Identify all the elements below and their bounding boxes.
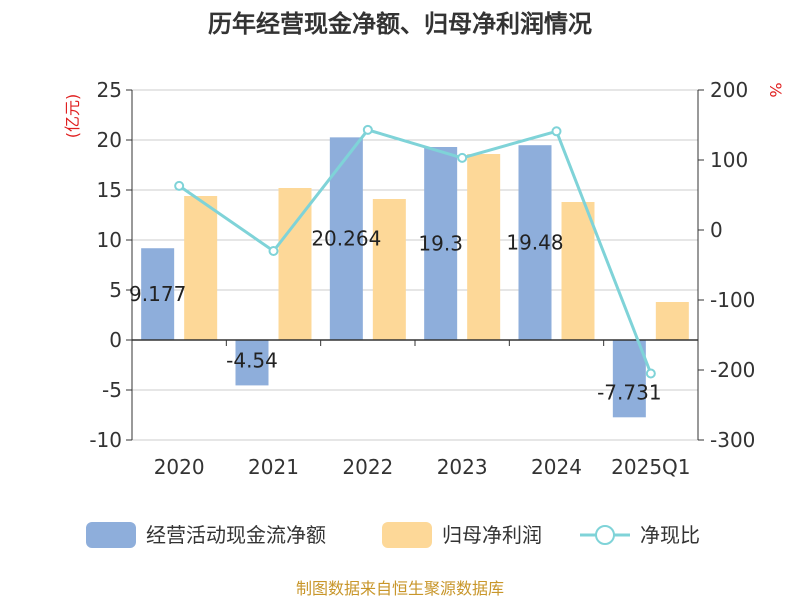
legend: 经营活动现金流净额 归母净利润 净现比 [86, 522, 700, 548]
cash-flow-value-label: -7.731 [597, 380, 661, 404]
right-axis-unit: % [766, 82, 785, 97]
left-tick-label: 15 [97, 178, 122, 202]
net-profit-bar [467, 154, 501, 340]
ratio-point [174, 180, 185, 191]
net-profit-bar [278, 188, 312, 340]
cash-flow-value-label: 9.177 [129, 282, 186, 306]
axis-layer: -10 -5 0 5 10 15 20 25 -300 -200 -100 0 100 200 2020 20… [89, 78, 755, 479]
cash-flow-value-label: 19.48 [506, 231, 563, 255]
category-label: 2023 [437, 455, 488, 479]
category-label: 2020 [154, 455, 205, 479]
legend-label: 归母净利润 [442, 523, 542, 547]
category-label: 2022 [342, 455, 393, 479]
left-tick-label: 5 [109, 278, 122, 302]
left-tick-label: 20 [97, 128, 122, 152]
left-axis-unit: (亿元) [63, 94, 82, 139]
net-profit-bar [372, 199, 406, 340]
ratio-point [268, 246, 279, 256]
net-profit-legend-swatch [382, 522, 432, 548]
net-profit-bar [184, 196, 218, 340]
bar-layer [141, 137, 689, 418]
ratio-line-layer [174, 124, 656, 379]
legend-label: 净现比 [640, 523, 700, 547]
chart-title: 历年经营现金净额、归母净利润情况 [208, 10, 592, 38]
right-tick-label: -200 [710, 358, 755, 382]
left-tick-label: -5 [102, 378, 122, 402]
cash-flow-value-label: 20.264 [311, 227, 381, 251]
right-tick-label: -100 [710, 288, 755, 312]
ratio-legend-marker [595, 525, 615, 545]
net-profit-bar [561, 202, 595, 340]
data-label-layer: 9.177 -4.54 20.264 19.3 19.48 -7.731 [129, 227, 662, 405]
left-tick-label: -10 [89, 428, 122, 452]
right-tick-label: 0 [710, 218, 723, 242]
ratio-point [362, 124, 373, 135]
left-tick-label: 10 [97, 228, 122, 252]
left-tick-label: 0 [109, 328, 122, 352]
right-tick-label: 100 [710, 148, 748, 172]
cash-flow-bar [141, 248, 175, 340]
cash-flow-bar [612, 340, 646, 418]
ratio-point [457, 152, 468, 163]
category-label: 2021 [248, 455, 299, 479]
right-tick-label: 200 [710, 78, 748, 102]
cash-flow-legend-swatch [86, 522, 136, 548]
ratio-line [178, 128, 653, 375]
cash-flow-bar [518, 145, 552, 340]
cash-flow-bar [424, 147, 458, 340]
right-tick-label: -300 [710, 428, 755, 452]
category-label: 2024 [531, 455, 582, 479]
legend-label: 经营活动现金流净额 [146, 523, 326, 547]
cash-flow-value-label: 19.3 [418, 232, 463, 256]
left-tick-label: 25 [97, 78, 122, 102]
cash-flow-bar [235, 340, 269, 386]
ratio-point [551, 126, 562, 137]
net-profit-bar [655, 302, 689, 340]
category-label: 2025Q1 [611, 455, 690, 479]
cash-flow-value-label: -4.54 [226, 348, 278, 372]
source-note: 制图数据来自恒生聚源数据库 [296, 579, 504, 598]
ratio-point [645, 368, 656, 379]
